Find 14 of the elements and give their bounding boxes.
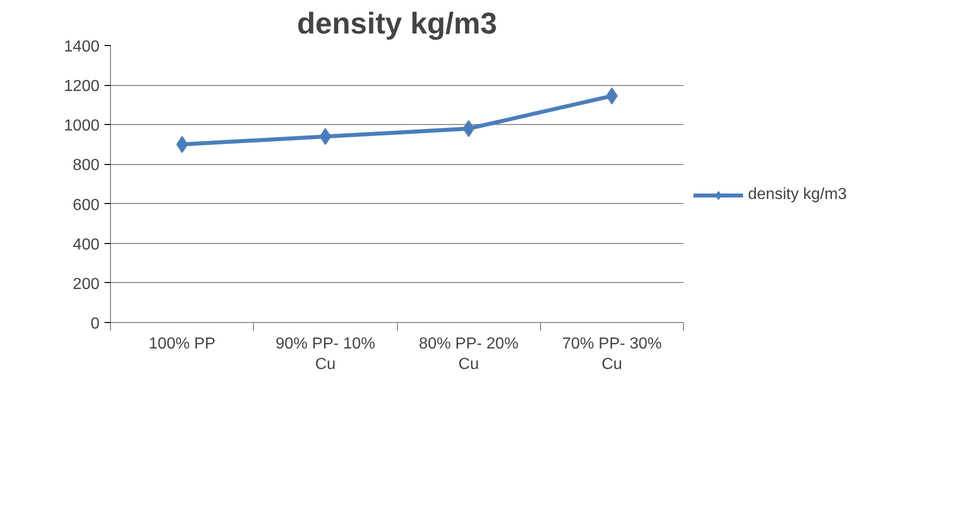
y-tick-label: 0 xyxy=(90,316,100,332)
x-tick-label: 70% PP- 30% Cu xyxy=(562,336,662,373)
legend-label: density kg/m3 xyxy=(748,186,847,204)
y-tick-label: 1000 xyxy=(64,118,100,135)
y-tick-label: 800 xyxy=(72,157,100,174)
x-tick-label: 80% PP- 20% Cu xyxy=(418,336,518,373)
y-tick-label: 400 xyxy=(72,236,100,254)
y-tick-label: 600 xyxy=(72,196,100,214)
x-tick-label: 100% PP xyxy=(148,336,216,352)
y-tick-label: 1400 xyxy=(64,38,100,56)
y-tick-label: 200 xyxy=(72,276,100,293)
x-tick-label: 90% PP- 10% Cu xyxy=(276,336,376,373)
y-tick-label: 1200 xyxy=(64,78,100,96)
chart-title: density kg/m3 xyxy=(296,8,498,40)
